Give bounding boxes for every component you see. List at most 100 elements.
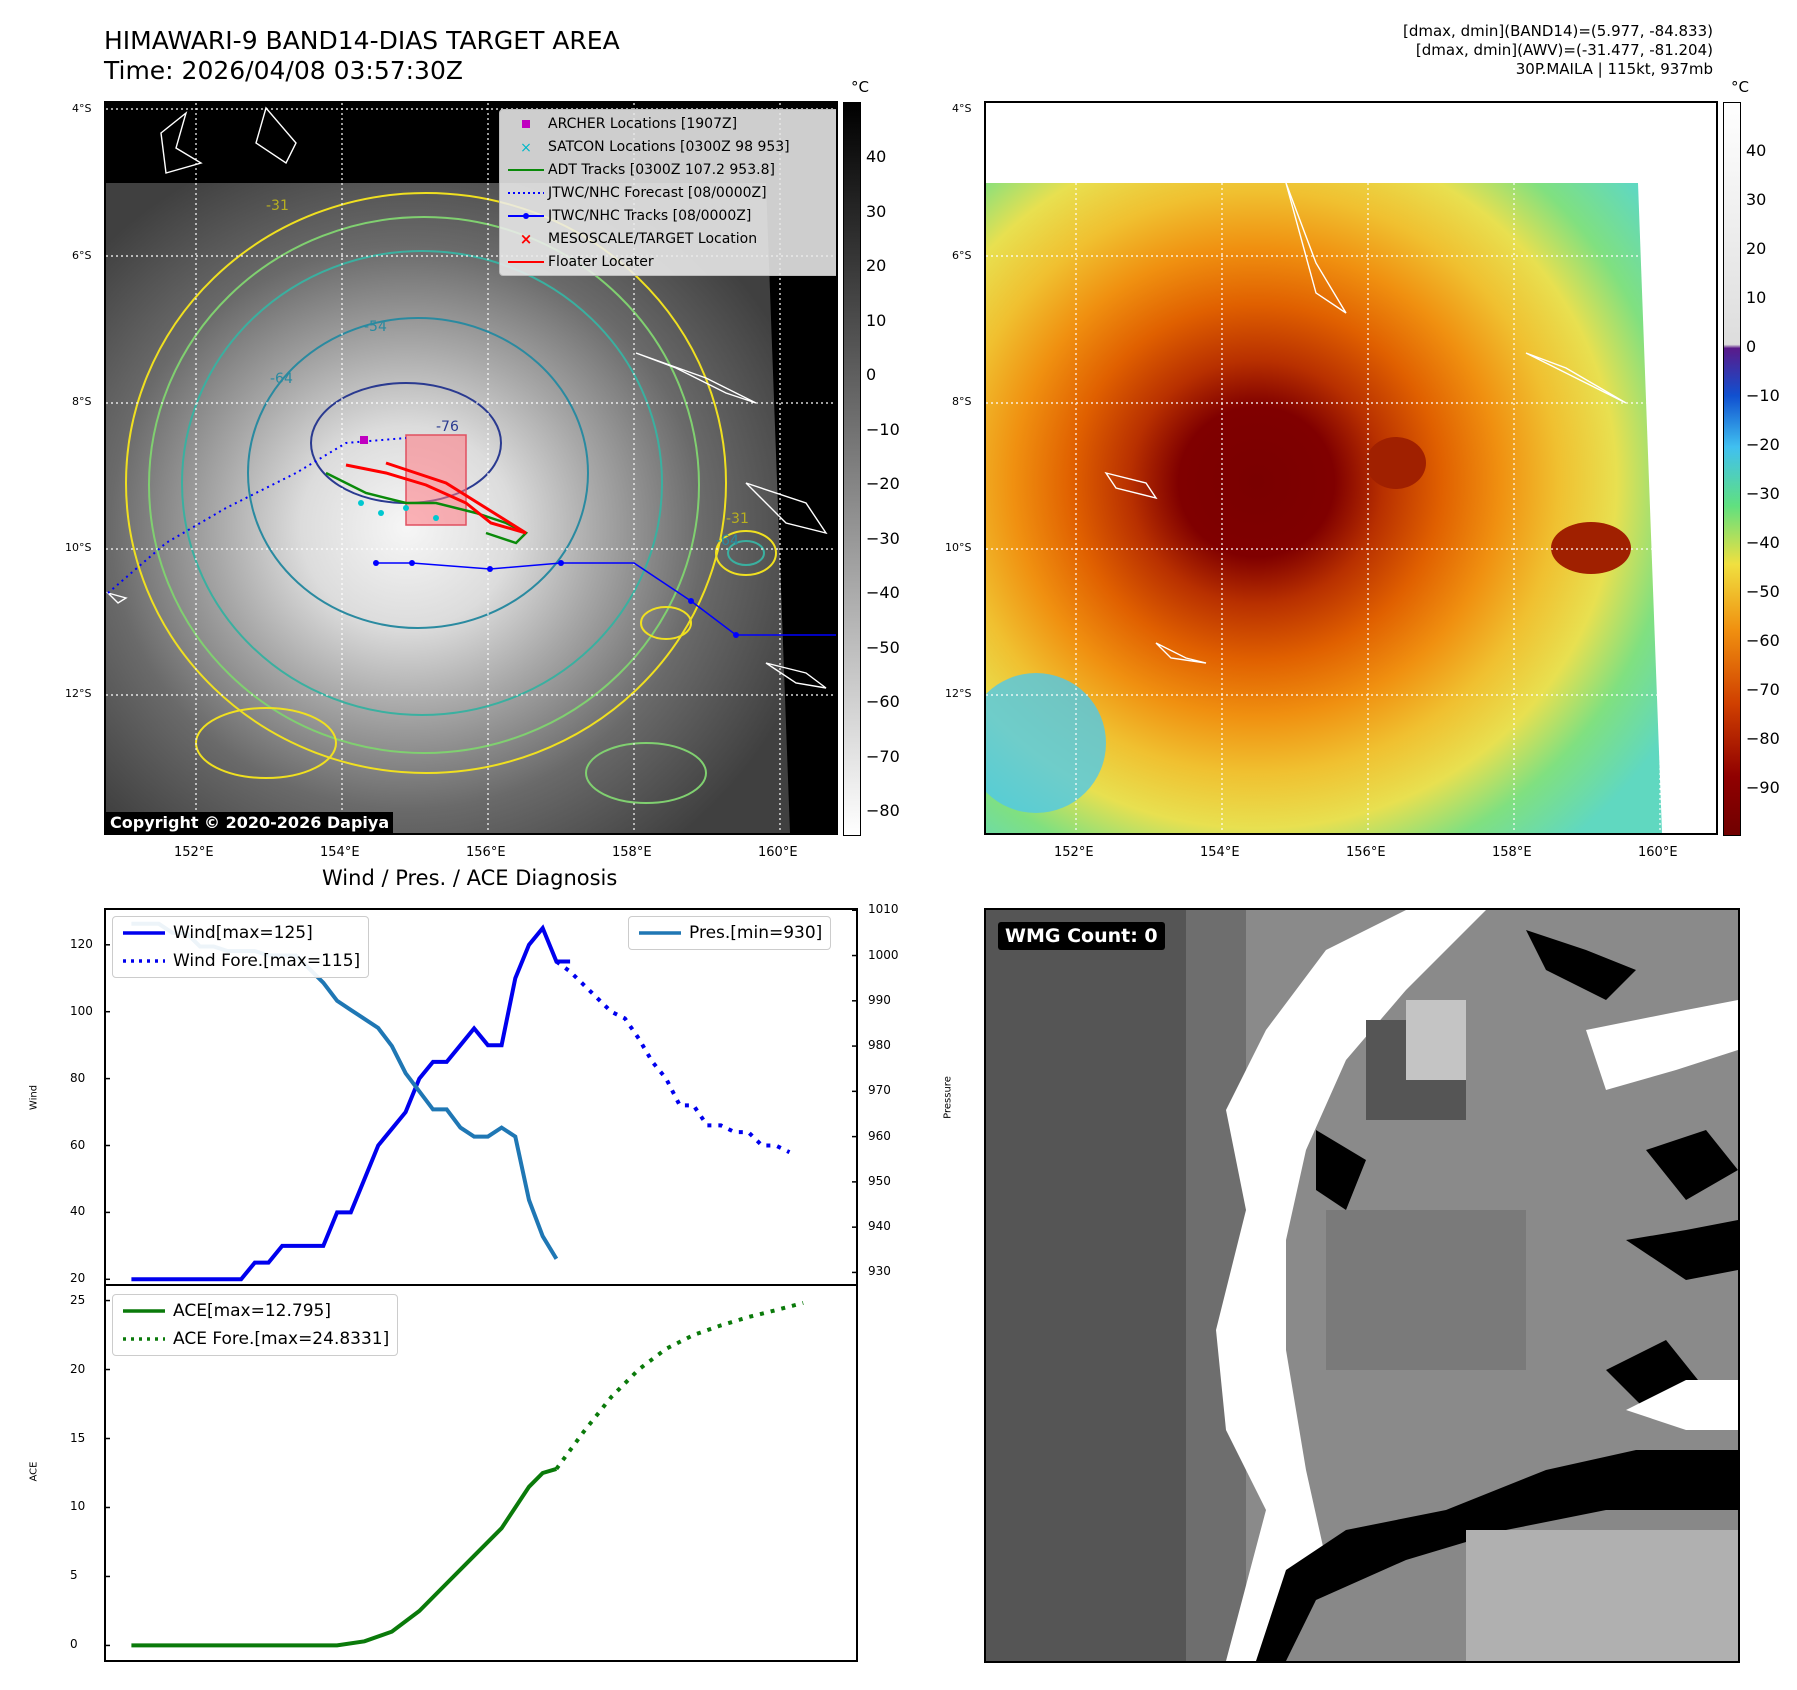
y2-tick-label: 950: [868, 1173, 891, 1188]
diagnosis-title: Wind / Pres. / ACE Diagnosis: [322, 866, 618, 890]
y-tick-label: 15: [70, 1430, 86, 1445]
y-tick-label: 20: [70, 1361, 86, 1376]
legend-item-forecast: JTWC/NHC Forecast [08/0000Z]: [508, 184, 767, 201]
colorbar-tick-label: 0: [1746, 337, 1757, 356]
lat-label: 12°S: [945, 687, 972, 700]
legend-wind: Wind[max=125]: [123, 923, 313, 943]
contour-label: -76: [436, 419, 459, 435]
copyright-label: Copyright © 2020-2026 Dapiya: [106, 812, 394, 833]
y-tick-label: 10: [70, 1499, 86, 1514]
lat-label: 10°S: [65, 541, 92, 554]
colorbar-tick-label: −50: [866, 637, 900, 657]
lon-label: 156°E: [466, 845, 506, 860]
colorbar-tick-label: −20: [866, 474, 900, 493]
y-tick-label: 60: [70, 1137, 86, 1152]
info-line-3: 30P.MAILA | 115kt, 937mb: [1515, 60, 1713, 78]
legend-item-adt: ADT Tracks [0300Z 107.2 953.8]: [508, 161, 775, 178]
lat-label: 8°S: [952, 395, 972, 408]
y-tick-label: 80: [70, 1070, 86, 1085]
lat-label: 12°S: [65, 687, 92, 700]
y2-tick-label: 970: [868, 1083, 891, 1098]
pressure-legend: Pres.[min=930]: [628, 916, 832, 950]
legend-pressure: Pres.[min=930]: [639, 923, 823, 943]
contour-label: -54: [364, 319, 387, 335]
series-line-0: [131, 1466, 557, 1648]
y-tick-label: 0: [70, 1637, 78, 1652]
colorbar-tick-label: −40: [866, 583, 900, 602]
archer-marker: [360, 436, 368, 444]
y-tick-label: 25: [70, 1292, 86, 1307]
colorbar-tick-label: −10: [1746, 386, 1780, 405]
map-legend: ARCHER Locations [1907Z] × SATCON Locati…: [499, 109, 836, 276]
title-line-1: HIMAWARI-9 BAND14-DIAS TARGET AREA: [104, 26, 620, 55]
satcon-markers: [358, 500, 439, 521]
colorbar-tick-label: 0: [866, 365, 877, 384]
lat-label: 6°S: [72, 249, 92, 262]
y2-tick-label: 960: [868, 1128, 891, 1143]
colorbar-tick-label: −40: [1746, 533, 1780, 552]
wind-legend: Wind[max=125] Wind Fore.[max=115]: [112, 916, 370, 978]
svg-text:×: ×: [520, 140, 532, 156]
title-line-2: Time: 2026/04/08 03:57:30Z: [104, 56, 463, 85]
series-line-1: [554, 1300, 804, 1471]
colorbar-tick-label: −70: [1746, 680, 1780, 699]
svg-text:×: ×: [520, 230, 533, 248]
awv-colorbar-unit: °C: [1731, 78, 1749, 96]
ace-legend: ACE[max=12.795] ACE Fore.[max=24.8331]: [112, 1294, 399, 1356]
contour-label: -31: [726, 511, 749, 527]
ace-axis-label: ACE: [28, 1461, 40, 1482]
legend-ace-forecast: ACE Fore.[max=24.8331]: [123, 1329, 390, 1349]
colorbar-tick-label: −90: [1746, 778, 1780, 797]
lat-label: 6°S: [952, 249, 972, 262]
lon-label: 152°E: [1054, 845, 1094, 860]
ir-colorbar-unit: °C: [851, 78, 869, 96]
legend-item-tracks: JTWC/NHC Tracks [08/0000Z]: [504, 204, 836, 227]
y-tick-label: 20: [70, 1271, 86, 1286]
lon-label: 154°E: [1200, 845, 1240, 860]
wind-axis-label: Wind: [28, 1084, 40, 1111]
lat-label: 4°S: [72, 102, 92, 115]
y2-tick-label: 1010: [868, 902, 899, 917]
ir-colorbar: [843, 102, 861, 836]
colorbar-tick-label: −20: [1746, 435, 1780, 454]
legend-item-archer: ARCHER Locations [1907Z]: [504, 112, 836, 135]
colorbar-tick-label: 10: [866, 310, 887, 330]
colorbar-tick-label: 10: [1746, 288, 1767, 307]
colorbar-tick-label: 20: [1746, 239, 1767, 258]
colorbar-tick-label: −60: [866, 692, 900, 711]
legend-wind-forecast: Wind Fore.[max=115]: [123, 951, 361, 971]
colorbar-tick-label: −30: [1746, 484, 1780, 503]
colorbar-tick-label: 30: [1746, 190, 1767, 209]
awv-map-image: [986, 103, 1716, 833]
wmg-image: [986, 910, 1738, 1661]
dmax-dmin-info: [dmax, dmin](BAND14)=(5.977, -84.833) [d…: [1403, 22, 1713, 79]
lon-label: 158°E: [612, 845, 652, 860]
y-tick-label: 100: [70, 1003, 93, 1018]
lat-label: 10°S: [945, 541, 972, 554]
contour-label: -31: [266, 198, 289, 214]
colorbar-tick-label: −60: [1746, 631, 1780, 650]
series-line-0: [131, 924, 571, 1282]
jtwc-track-points: [373, 560, 739, 638]
y-tick-label: 120: [70, 936, 93, 951]
lon-label: 160°E: [758, 845, 798, 860]
colorbar-tick-label: −70: [866, 746, 900, 766]
figure-title: HIMAWARI-9 BAND14-DIAS TARGET AREA Time:…: [104, 26, 620, 86]
wmg-count-label: WMG Count: 0: [998, 922, 1165, 950]
pressure-axis-label: Pressure: [942, 1076, 954, 1119]
lat-label: 4°S: [952, 102, 972, 115]
colorbar-tick-label: −10: [866, 419, 900, 439]
ir-map-panel: -31 -54 -64 -76 -31 -64 ARCHER Locations…: [104, 101, 838, 835]
lon-label: 160°E: [1638, 845, 1678, 860]
y2-tick-label: 940: [868, 1219, 891, 1234]
colorbar-tick-label: 20: [866, 256, 887, 275]
y2-tick-label: 990: [868, 992, 891, 1007]
info-line-2: [dmax, dmin](AWV)=(-31.477, -81.204): [1415, 41, 1713, 59]
y-tick-label: 40: [70, 1204, 86, 1219]
lon-label: 154°E: [320, 845, 360, 860]
colorbar-tick-label: −30: [866, 528, 900, 548]
wmg-panel: WMG Count: 0: [984, 908, 1740, 1663]
awv-map-panel: [984, 101, 1718, 835]
lat-label: 8°S: [72, 395, 92, 408]
y2-tick-label: 980: [868, 1038, 891, 1053]
